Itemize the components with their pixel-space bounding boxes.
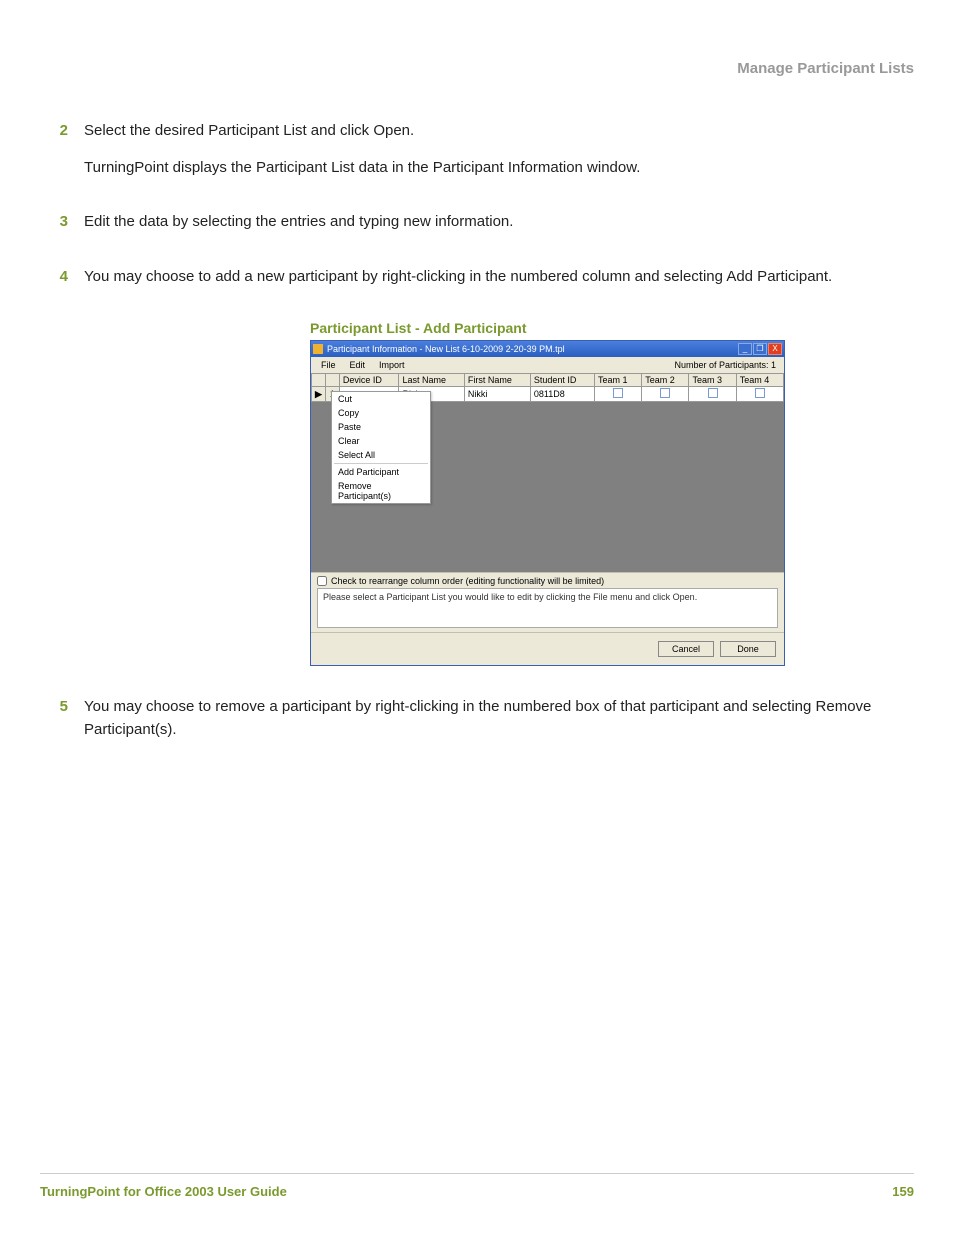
app-window: Participant Information - New List 6-10-… [310, 340, 785, 666]
cell-team1[interactable] [594, 387, 641, 402]
step-text: Edit the data by selecting the entries a… [84, 211, 914, 234]
ctx-select-all[interactable]: Select All [332, 448, 430, 462]
checkbox-icon[interactable] [660, 388, 670, 398]
col-team2[interactable]: Team 2 [642, 374, 689, 387]
done-button[interactable]: Done [720, 641, 776, 657]
ctx-paste[interactable]: Paste [332, 420, 430, 434]
footer-title: TurningPoint for Office 2003 User Guide [40, 1184, 287, 1199]
rearrange-columns-checkbox[interactable]: Check to rearrange column order (editing… [317, 576, 778, 586]
menu-separator [334, 463, 428, 464]
step-text: You may choose to add a new participant … [84, 266, 914, 289]
titlebar: Participant Information - New List 6-10-… [311, 341, 784, 357]
step-text: Select the desired Participant List and … [84, 120, 914, 143]
maximize-button[interactable]: ❐ [753, 343, 767, 355]
ctx-remove-participant[interactable]: Remove Participant(s) [332, 479, 430, 503]
step-number: 3 [40, 211, 68, 248]
checkbox-icon[interactable] [755, 388, 765, 398]
menu-file[interactable]: File [315, 359, 342, 371]
menu-import[interactable]: Import [373, 359, 411, 371]
col-team4[interactable]: Team 4 [736, 374, 783, 387]
page-number: 159 [892, 1184, 914, 1199]
checkbox-icon[interactable] [613, 388, 623, 398]
window-title: Participant Information - New List 6-10-… [327, 344, 738, 354]
step-text: You may choose to remove a participant b… [84, 696, 914, 741]
section-header: Manage Participant Lists [737, 60, 914, 77]
step-text: TurningPoint displays the Participant Li… [84, 157, 914, 180]
menubar: File Edit Import Number of Participants:… [311, 357, 784, 373]
ctx-add-participant[interactable]: Add Participant [332, 465, 430, 479]
col-student-id[interactable]: Student ID [530, 374, 594, 387]
col-device-id[interactable]: Device ID [339, 374, 399, 387]
cell-first-name[interactable]: Nikki [464, 387, 530, 402]
context-menu: Cut Copy Paste Clear Select All Add Part… [331, 391, 431, 504]
ctx-copy[interactable]: Copy [332, 406, 430, 420]
col-team3[interactable]: Team 3 [689, 374, 736, 387]
cell-team4[interactable] [736, 387, 783, 402]
ctx-cut[interactable]: Cut [332, 392, 430, 406]
row-pointer-icon: ▶ [312, 387, 326, 402]
menu-edit[interactable]: Edit [344, 359, 372, 371]
figure: Participant List - Add Participant Parti… [310, 320, 785, 666]
step-number: 2 [40, 120, 68, 193]
col-first-name[interactable]: First Name [464, 374, 530, 387]
row-header-blank [325, 374, 339, 387]
page-footer: TurningPoint for Office 2003 User Guide … [40, 1173, 914, 1199]
step-number: 5 [40, 696, 68, 755]
cell-team3[interactable] [689, 387, 736, 402]
data-grid[interactable]: Device ID Last Name First Name Student I… [311, 373, 784, 572]
checkbox-icon[interactable] [708, 388, 718, 398]
participant-count: Number of Participants: 1 [670, 359, 780, 371]
step-number: 4 [40, 266, 68, 303]
col-team1[interactable]: Team 1 [594, 374, 641, 387]
cell-team2[interactable] [642, 387, 689, 402]
col-last-name[interactable]: Last Name [399, 374, 464, 387]
minimize-button[interactable]: _ [738, 343, 752, 355]
checkbox-icon[interactable] [317, 576, 327, 586]
ctx-clear[interactable]: Clear [332, 434, 430, 448]
row-header-blank [312, 374, 326, 387]
close-button[interactable]: X [768, 343, 782, 355]
checkbox-label: Check to rearrange column order (editing… [331, 576, 604, 586]
figure-title: Participant List - Add Participant [310, 320, 785, 336]
cell-student-id[interactable]: 0811D8 [530, 387, 594, 402]
app-icon [313, 344, 323, 354]
cancel-button[interactable]: Cancel [658, 641, 714, 657]
instruction-text: Please select a Participant List you wou… [317, 588, 778, 628]
